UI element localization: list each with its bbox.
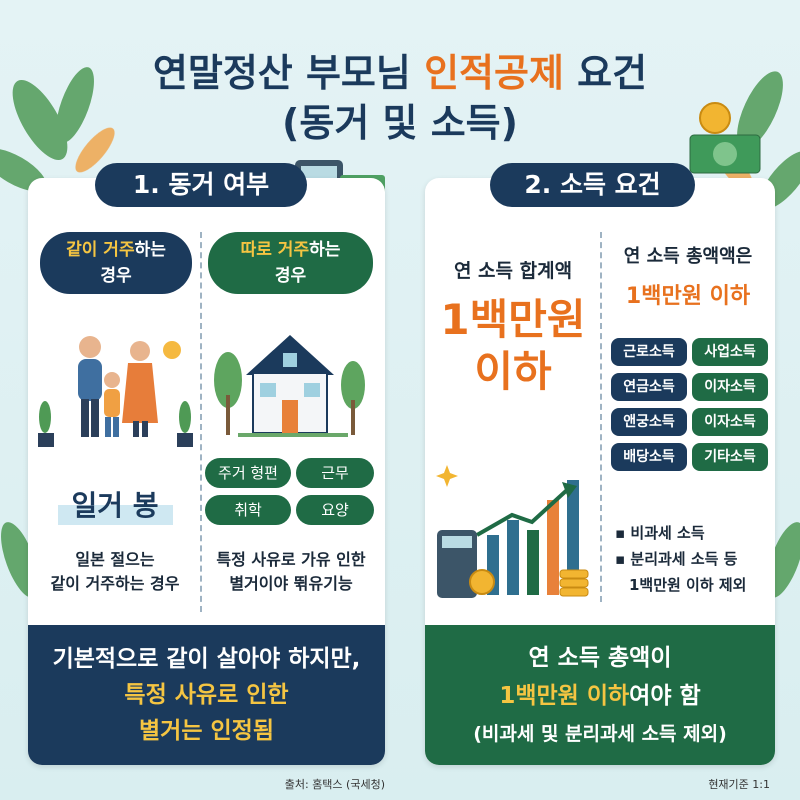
income-type: 이자소득 bbox=[692, 408, 768, 436]
exclusion-text: 비과세 소득 bbox=[630, 524, 705, 542]
apart-line-1: 따로 거주하는 bbox=[208, 237, 373, 263]
apart-desc: 특정 사유로 가유 인한 별거이야 뛲유기능 bbox=[200, 548, 382, 596]
exclusions: ▪ 비과세 소득 ▪ 분리과세 소득 등 1백만원 이하 제외 bbox=[615, 520, 775, 598]
apart-rest: 하는 bbox=[309, 240, 341, 260]
summary-rest: 여야 함 bbox=[629, 683, 701, 709]
summary-line: 연 소득 총액이 bbox=[528, 645, 672, 671]
basis: 현재기준 1:1 bbox=[708, 778, 770, 791]
together-desc-line: 일본 절으는 bbox=[75, 550, 155, 569]
summary-line: 1백만원 이하여야 함 bbox=[425, 677, 775, 715]
together-desc: 일본 절으는 같이 거주하는 경우 bbox=[30, 548, 200, 596]
exclusion-item: ▪ 비과세 소득 bbox=[615, 524, 705, 542]
income-type: 배당소득 bbox=[611, 443, 687, 471]
summary-line: 별거는 인정됨 bbox=[139, 718, 274, 744]
summary-line: 기본적으로 같이 살아야 하지만, bbox=[52, 646, 361, 672]
income-right-amount: 1백만원 이하 bbox=[625, 284, 751, 309]
reason-tag: 취학 bbox=[205, 495, 291, 525]
together-line-2: 경우 bbox=[100, 266, 132, 286]
income-type: 연금소득 bbox=[611, 373, 687, 401]
exclusion-text: 1백만원 이하 제외 bbox=[629, 576, 747, 594]
together-title: 일거 봉 bbox=[71, 489, 159, 522]
reason-tag: 근무 bbox=[296, 458, 374, 488]
title-start: 연말정산 부모님 bbox=[152, 51, 411, 95]
apart-line-2: 경우 bbox=[274, 266, 307, 286]
divider bbox=[600, 232, 602, 602]
source: 출처: 홈택스 (국세청) bbox=[284, 778, 385, 791]
together-desc-line: 같이 거주하는 경우 bbox=[50, 574, 180, 593]
summary-line: 특정 사유로 인한 bbox=[124, 682, 289, 708]
divider bbox=[200, 232, 202, 612]
income-left-label: 연 소득 합계액 bbox=[453, 260, 573, 282]
together-highlight: 같이 거주 bbox=[66, 240, 135, 260]
income-summary: 연 소득 총액이 1백만원 이하여야 함 (비과세 및 분리과세 소득 제외) bbox=[425, 625, 775, 765]
apart-pill: 따로 거주하는 경우 bbox=[208, 232, 373, 294]
family-illustration bbox=[38, 336, 193, 447]
exclusion-text: 분리과세 소득 등 bbox=[630, 550, 738, 568]
income-heading: 2. 소득 요건 bbox=[490, 163, 695, 207]
reason-tag: 요양 bbox=[296, 495, 374, 525]
income-type: 근로소득 bbox=[611, 338, 687, 366]
title-line-2: (동거 및 소득) bbox=[282, 101, 518, 145]
reason-tag: 주거 형편 bbox=[205, 458, 291, 488]
title-line-1: 연말정산 부모님 인적공제 요건 bbox=[0, 42, 800, 97]
summary-line: (비과세 및 분리과세 소득 제외) bbox=[473, 723, 727, 745]
house-illustration bbox=[214, 335, 365, 437]
income-type: 기타소득 bbox=[692, 443, 768, 471]
growth-illustration bbox=[436, 465, 589, 598]
cohabitation-summary: 기본적으로 같이 살아야 하지만, 특정 사유로 인한 별거는 인정됨 bbox=[28, 625, 385, 765]
income-type: 사업소득 bbox=[692, 338, 768, 366]
together-pill: 같이 거주하는 경우 bbox=[40, 232, 192, 294]
cohabitation-heading: 1. 동거 여부 bbox=[95, 163, 307, 207]
together-rest: 하는 bbox=[134, 240, 166, 260]
together-line-1: 같이 거주하는 bbox=[40, 237, 192, 263]
apart-desc-line: 특정 사유로 가유 인한 bbox=[216, 550, 366, 569]
apart-highlight: 따로 거주 bbox=[240, 240, 310, 260]
exclusion-item: ▪ 분리과세 소득 등 bbox=[615, 550, 738, 568]
income-right-label: 연 소득 총액액은 bbox=[623, 246, 753, 267]
title-highlight: 인적공제 bbox=[424, 51, 564, 95]
apart-desc-line: 별거이야 뛲유기능 bbox=[229, 574, 353, 593]
income-left-amount: 1백만원 bbox=[440, 295, 586, 344]
summary-highlight: 1백만원 이하 bbox=[499, 683, 630, 709]
highlight-bar bbox=[58, 505, 173, 525]
income-left-below: 이하 bbox=[474, 347, 552, 396]
title-end: 요건 bbox=[577, 51, 648, 95]
income-type: 이자소득 bbox=[692, 373, 768, 401]
income-type: 앤궁소득 bbox=[611, 408, 687, 436]
